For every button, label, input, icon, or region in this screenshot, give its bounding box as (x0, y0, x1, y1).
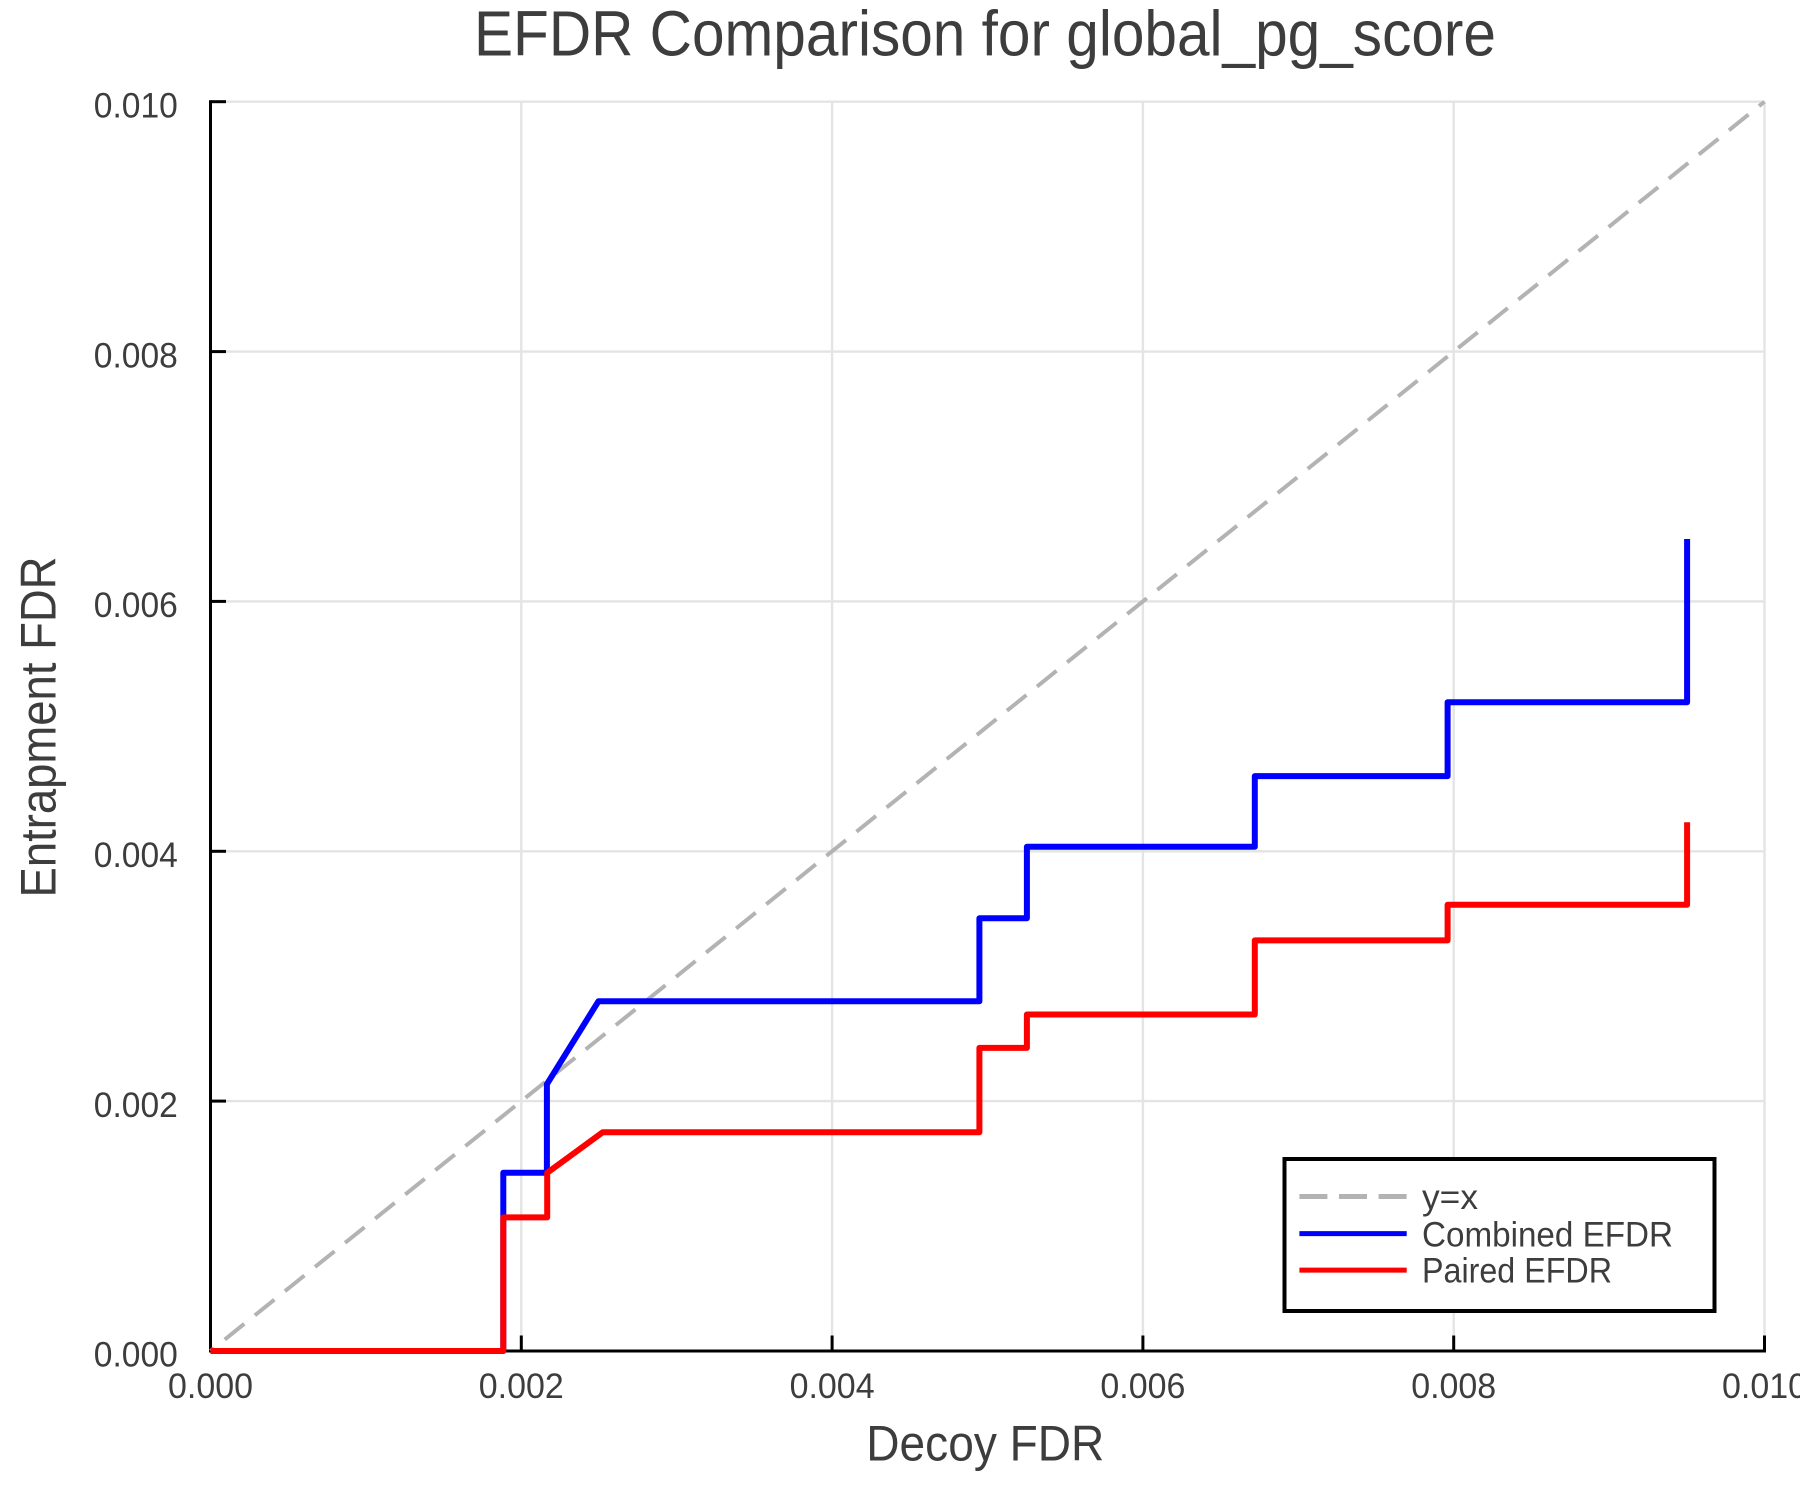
svg-text:0.000: 0.000 (94, 1336, 178, 1375)
svg-text:Combined EFDR: Combined EFDR (1422, 1215, 1673, 1254)
svg-text:EFDR Comparison for global_pg_: EFDR Comparison for global_pg_score (474, 0, 1496, 69)
svg-text:0.004: 0.004 (94, 836, 178, 875)
svg-text:0.002: 0.002 (479, 1367, 564, 1406)
svg-text:Paired EFDR: Paired EFDR (1422, 1252, 1612, 1291)
svg-text:0.002: 0.002 (94, 1086, 178, 1125)
svg-text:0.008: 0.008 (94, 336, 178, 375)
svg-text:0.008: 0.008 (1411, 1367, 1496, 1406)
svg-text:0.004: 0.004 (790, 1367, 875, 1406)
svg-text:0.006: 0.006 (1100, 1367, 1185, 1406)
svg-text:0.000: 0.000 (168, 1367, 253, 1406)
svg-text:Decoy FDR: Decoy FDR (866, 1416, 1104, 1472)
svg-text:0.010: 0.010 (94, 86, 178, 125)
svg-text:Entrapment FDR: Entrapment FDR (11, 557, 67, 898)
svg-text:0.006: 0.006 (94, 586, 178, 625)
svg-text:0.010: 0.010 (1722, 1367, 1800, 1406)
svg-text:y=x: y=x (1422, 1178, 1478, 1217)
